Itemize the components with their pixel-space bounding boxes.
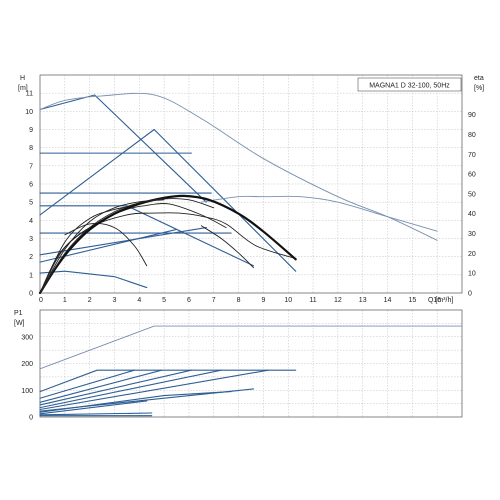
x-tick-label: 2 (88, 297, 92, 304)
y-left-tick-label: 0 (29, 291, 33, 298)
y-right-tick-label: 80 (468, 132, 476, 139)
y-lower-tick-label: 100 (21, 388, 33, 395)
head-curve (200, 195, 438, 232)
y-lower-tick-label: 300 (21, 334, 33, 341)
y-right-tick-label: 0 (468, 291, 472, 298)
head-curve (64, 223, 148, 267)
head-curve (39, 203, 227, 294)
head-curve (39, 205, 135, 294)
y-right-tick-label: 20 (468, 251, 476, 258)
y-left-label-symbol: H (20, 75, 25, 82)
power-curve (39, 391, 232, 413)
head-curve (39, 128, 297, 272)
x-tick-label: 13 (359, 297, 367, 304)
x-tick-label: 3 (113, 297, 117, 304)
efficiency-curve (39, 198, 215, 294)
upper-plot-frame (39, 74, 463, 294)
upper-curves (38, 92, 438, 295)
x-tick-label: 6 (187, 297, 191, 304)
power-curve (39, 369, 269, 411)
y-right-tick-label: 40 (468, 211, 476, 218)
y-left-tick-label: 8 (29, 145, 33, 152)
power-curve (39, 400, 148, 415)
lower-plot-frame (39, 309, 463, 418)
y-left-tick-label: 6 (29, 182, 33, 189)
head-curve (39, 205, 255, 267)
x-tick-label: 12 (334, 297, 342, 304)
axis-texts: 0 1 2 3 4 5 6 7 8 9 10 11 12 13 14 15 160123456789101101… (21, 91, 476, 422)
x-tick-label: 7 (212, 297, 216, 304)
upper-grid (40, 75, 462, 293)
head-curve (200, 225, 254, 269)
power-curve (39, 369, 135, 399)
y-left-tick-label: 11 (26, 91, 33, 98)
y-lower-tick-label: 200 (21, 361, 33, 368)
power-curve (39, 412, 153, 416)
efficiency-curve (39, 199, 165, 294)
upper-frame (39, 74, 463, 294)
title-box (357, 77, 462, 92)
y-left-tick-label: 9 (29, 127, 33, 134)
y-left-tick-label: 3 (29, 236, 33, 243)
lower-curves (39, 325, 463, 417)
x-tick-label: 14 (384, 297, 392, 304)
chart-title: MAGNA1 D 32-100, 50Hz (369, 83, 450, 90)
y-right-label-unit: [%] (474, 85, 484, 92)
y-left-tick-label: 1 (29, 272, 33, 279)
y-right-tick-label: 10 (468, 271, 476, 278)
x-tick-label: 15 (408, 297, 416, 304)
x-axis-label: Q [m³/h] (428, 297, 453, 304)
y-left-tick-label: 2 (29, 254, 33, 261)
head-curve (39, 94, 207, 203)
y-left-tick-label: 4 (29, 218, 33, 225)
y-right-label-symbol: eta (474, 75, 484, 82)
power-curve (39, 325, 463, 370)
y-right-tick-label: 30 (468, 231, 476, 238)
y-lower-label-symbol: P1 (14, 310, 23, 317)
y-left-tick-label: 5 (29, 200, 33, 207)
y-right-tick-label: 50 (468, 191, 476, 198)
power-curve (39, 369, 297, 393)
x-tick-label: 11 (309, 297, 316, 304)
x-tick-label: 4 (137, 297, 141, 304)
x-tick-label: 16 (433, 297, 441, 304)
y-left-label-unit: [m] (18, 85, 28, 92)
head-curve (39, 92, 438, 241)
y-right-tick-label: 90 (468, 112, 476, 119)
power-curve (39, 369, 163, 403)
power-curve (39, 369, 222, 409)
x-tick-label: 5 (162, 297, 166, 304)
lower-frame (39, 309, 463, 418)
y-left-tick-label: 10 (25, 109, 33, 116)
x-tick-label: 10 (284, 297, 292, 304)
y-lower-tick-label: 0 (29, 415, 33, 422)
y-right-tick-label: 60 (468, 172, 476, 179)
y-lower-label-unit: [W] (14, 320, 25, 327)
power-curve (39, 369, 192, 406)
x-tick-label: 8 (237, 297, 241, 304)
x-tick-label: 9 (261, 297, 265, 304)
head-curve (39, 212, 297, 294)
y-right-tick-label: 70 (468, 152, 476, 159)
x-tick-label: 0 (39, 297, 43, 304)
x-tick-label: 1 (63, 297, 67, 304)
y-left-tick-label: 7 (29, 163, 33, 170)
